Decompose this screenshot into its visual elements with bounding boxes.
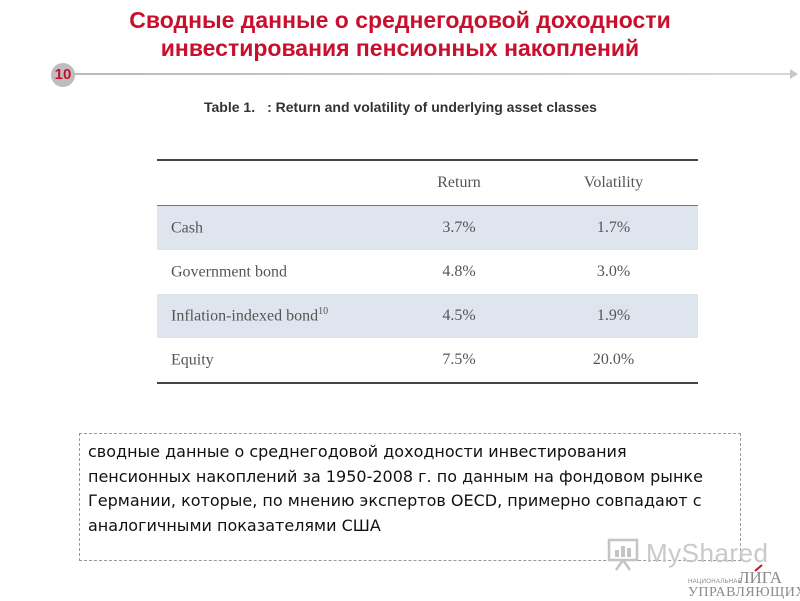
watermark-text: MyShared — [646, 538, 769, 568]
volatility-cell: 1.7% — [529, 205, 698, 250]
table-caption: Table 1. : Return and volatility of under… — [204, 99, 597, 115]
presentation-board-icon — [607, 538, 639, 571]
asset-class-cell: Cash — [157, 205, 389, 250]
slide-title-line-2: инвестирования пенсионных накоплений — [160, 35, 640, 61]
myshared-watermark: MyShared — [606, 536, 769, 572]
return-cell: 4.8% — [442, 263, 476, 280]
table-row: Cash 3.7% 1.7% — [157, 205, 698, 250]
volatility-cell: 1.9% — [529, 294, 698, 338]
header-return: Return — [389, 160, 529, 206]
volatility-cell: 20.0% — [592, 351, 635, 368]
league-logo: НАЦИОНАЛЬНАЯ ЛИГА УПРАВЛЯЮЩИХ — [688, 564, 800, 600]
slide-title-line-1: Сводные данные о среднегодовой доходност… — [129, 7, 671, 33]
asset-class-cell: Equity — [157, 338, 389, 383]
volatility-cell: 3.0% — [596, 263, 631, 280]
title-divider — [60, 73, 794, 75]
asset-class-footnote: 10 — [318, 306, 329, 318]
asset-class-label: Cash — [171, 219, 203, 237]
table-caption-text: : Return and volatility of underlying as… — [267, 99, 597, 115]
return-cell: 7.5% — [442, 351, 476, 368]
table-caption-label: Table 1. — [204, 99, 256, 115]
asset-class-label: Inflation-indexed bond — [171, 307, 319, 325]
league-logo-mark-icon — [754, 564, 763, 572]
asset-class-cell: Inflation-indexed bond10 — [157, 294, 389, 338]
asset-class-cell: Government bond — [157, 250, 389, 294]
league-logo-bottom-text: УПРАВЛЯЮЩИХ — [688, 585, 800, 600]
header-asset-class — [157, 160, 389, 206]
table-row: Equity 7.5% 20.0% — [157, 338, 698, 383]
note-textbox[interactable]: сводные данные о среднегодовой доходност… — [79, 433, 741, 561]
asset-class-label: Government bond — [171, 263, 287, 281]
league-logo-big-text: ЛИГА — [738, 568, 783, 587]
page-number-badge: 10 — [51, 63, 75, 87]
return-cell: 4.5% — [389, 294, 529, 338]
divider-arrow-icon — [790, 69, 798, 79]
asset-class-label: Equity — [171, 351, 214, 369]
returns-table: Return Volatility Cash 3.7% 1.7% Governm… — [157, 159, 698, 384]
table-row: Government bond 4.8% 3.0% — [157, 250, 698, 294]
slide-title: Сводные данные о среднегодовой доходност… — [0, 6, 800, 62]
header-volatility: Volatility — [529, 160, 698, 206]
table-row: Inflation-indexed bond10 4.5% 1.9% — [157, 294, 698, 338]
table-header-row: Return Volatility — [157, 160, 698, 206]
return-cell: 3.7% — [389, 205, 529, 250]
league-logo-small-text: НАЦИОНАЛЬНАЯ — [688, 579, 743, 585]
